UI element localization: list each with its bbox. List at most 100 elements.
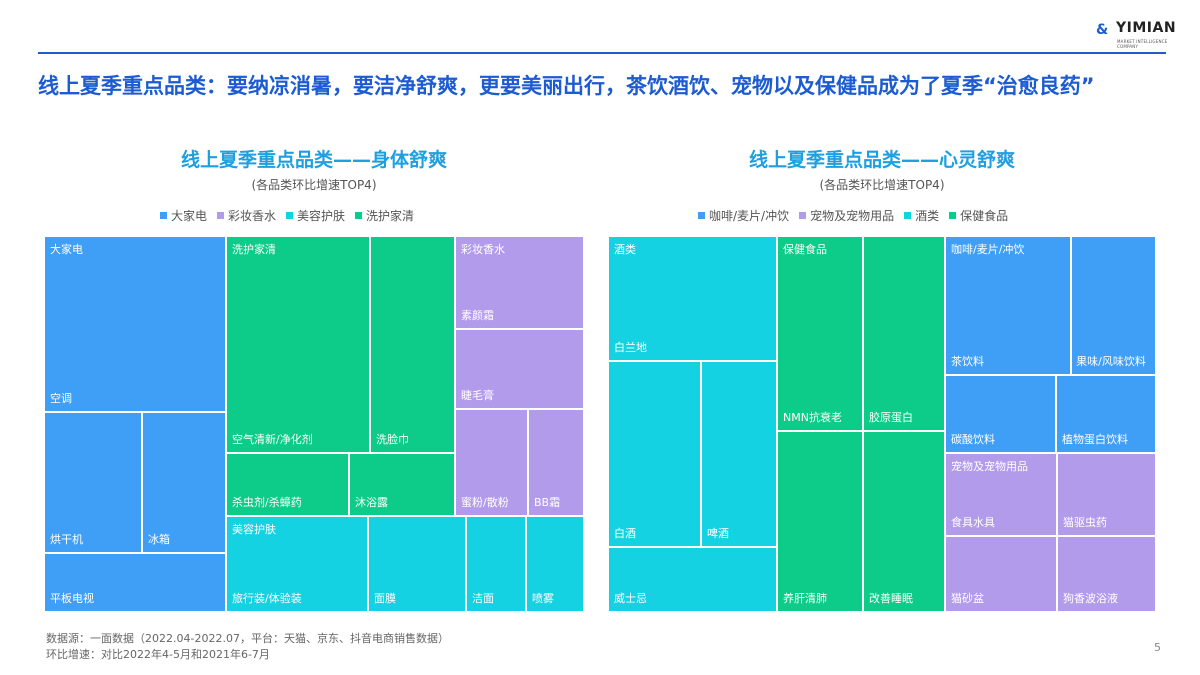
tile-label: 洗脸巾 xyxy=(376,433,409,446)
tile-label: 杀虫剂/杀蟑药 xyxy=(232,496,302,509)
tile-label: 啤酒 xyxy=(707,527,729,540)
treemap-tile: 猫驱虫药 xyxy=(1057,453,1156,536)
group-label: 宠物及宠物用品 xyxy=(951,460,1028,473)
chart-title-body: 线上夏季重点品类——身体舒爽 xyxy=(180,149,447,171)
tile-label: 白酒 xyxy=(614,527,636,540)
treemap-tile: 宠物及宠物用品 食具水具 xyxy=(945,453,1057,536)
logo-subtext: MARKET INTELLIGENCE COMPANY xyxy=(1117,39,1168,49)
tile-label: BB霜 xyxy=(534,496,561,509)
treemap-tile: 狗香波浴液 xyxy=(1057,536,1156,612)
treemap-tile: 杀虫剂/杀蟑药 xyxy=(226,453,349,516)
treemap-tile: 睫毛膏 xyxy=(455,329,584,409)
legend-swatch xyxy=(217,212,225,219)
tile-label: 冰箱 xyxy=(148,533,170,546)
group-label: 彩妆香水 xyxy=(461,243,505,256)
legend-swatch xyxy=(160,212,167,219)
tile-label: 胶原蛋白 xyxy=(869,411,913,424)
legend-swatch xyxy=(949,212,957,219)
legend-label: 美容护肤 xyxy=(297,209,346,223)
tile-label: 空调 xyxy=(50,392,72,405)
tile-label: 旅行装/体验装 xyxy=(232,592,302,605)
tile-label: 喷雾 xyxy=(532,592,554,605)
tile-label: 改善睡眠 xyxy=(869,592,913,605)
treemap-tile: 酒类 白兰地 xyxy=(608,236,777,361)
tile-label: 沐浴露 xyxy=(355,496,388,509)
treemap-tile: 烘干机 xyxy=(44,412,142,553)
tile-label: 养肝清肺 xyxy=(783,592,827,605)
tile-label: 碳酸饮料 xyxy=(951,433,995,446)
legend-swatch xyxy=(904,212,912,219)
legend-item: 美容护肤 xyxy=(286,207,345,224)
treemap-tile: 冰箱 xyxy=(142,412,226,553)
treemap-tile: 威士忌 xyxy=(608,547,777,612)
legend-label: 宠物及宠物用品 xyxy=(810,209,895,223)
page-number: 5 xyxy=(1154,641,1161,654)
tile-label: 猫砂盆 xyxy=(951,592,984,605)
page-headline: 线上夏季重点品类：要纳凉消暑，要洁净舒爽，更要美丽出行，茶饮酒饮、宠物以及保健品… xyxy=(38,74,1095,98)
treemap-tile: 猫砂盆 xyxy=(945,536,1057,612)
tile-label: 蜜粉/散粉 xyxy=(461,496,509,509)
legend-label: 大家电 xyxy=(171,209,208,223)
group-label: 保健食品 xyxy=(783,243,827,256)
header-rule xyxy=(38,52,1166,54)
treemap-tile: 保健食品 NMN抗衰老 xyxy=(777,236,863,431)
treemap-tile: 美容护肤 旅行装/体验装 xyxy=(226,516,368,612)
tile-label: 植物蛋白饮料 xyxy=(1062,433,1128,446)
tile-label: 狗香波浴液 xyxy=(1063,592,1118,605)
chart-subtitle-body: (各品类环比增速TOP4) xyxy=(251,178,377,192)
treemap-tile: 大家电 空调 xyxy=(44,236,226,412)
treemap-tile: 植物蛋白饮料 xyxy=(1056,375,1156,453)
legend-item: 保健食品 xyxy=(949,207,1008,224)
treemap-tile: 平板电视 xyxy=(44,553,226,612)
legend-item: 酒类 xyxy=(904,207,939,224)
legend-swatch xyxy=(799,212,807,219)
tile-label: 茶饮料 xyxy=(951,355,984,368)
treemap-tile: 啤酒 xyxy=(701,361,777,547)
legend-item: 洗护家清 xyxy=(355,207,414,224)
logo-text: YIMIAN xyxy=(1116,20,1177,36)
legend-label: 彩妆香水 xyxy=(228,209,277,223)
tile-label: 白兰地 xyxy=(614,341,647,354)
legend-label: 保健食品 xyxy=(960,209,1009,223)
yimian-logo: & YIMIAN MARKET INTELLIGENCE COMPANY xyxy=(1096,8,1176,49)
legend-item: 大家电 xyxy=(160,207,207,224)
treemap-tile: 果味/风味饮料 xyxy=(1071,236,1156,375)
treemap-tile: BB霜 xyxy=(528,409,584,516)
legend-label: 咖啡/麦片/冲饮 xyxy=(709,209,790,223)
legend-label: 酒类 xyxy=(915,209,940,223)
treemap-tile: 沐浴露 xyxy=(349,453,455,516)
group-label: 洗护家清 xyxy=(232,243,276,256)
treemap-tile: 白酒 xyxy=(608,361,701,547)
treemap-mind: 酒类 白兰地 白酒 啤酒 威士忌 保健食品 NMN抗衰老 胶原蛋白 养肝清肺 改… xyxy=(608,236,1156,612)
tile-label: 睫毛膏 xyxy=(461,389,494,402)
legend-label: 洗护家清 xyxy=(366,209,415,223)
treemap-tile: 碳酸饮料 xyxy=(945,375,1056,453)
treemap-tile: 洁面 xyxy=(466,516,526,612)
group-label: 大家电 xyxy=(50,243,83,256)
treemap-tile: 彩妆香水 素颜霜 xyxy=(455,236,584,329)
treemap-tile: 洗护家清 空气清新/净化剂 xyxy=(226,236,370,453)
footnote-growth: 环比增速：对比2022年4-5月和2021年6-7月 xyxy=(46,648,270,661)
tile-label: 猫驱虫药 xyxy=(1063,516,1107,529)
legend-item: 彩妆香水 xyxy=(217,207,276,224)
legend-swatch xyxy=(355,212,363,219)
logo-mark-icon: & xyxy=(1096,22,1109,38)
treemap-tile: 蜜粉/散粉 xyxy=(455,409,528,516)
legend-body: 大家电 彩妆香水 美容护肤 洗护家清 xyxy=(160,207,414,224)
tile-label: 烘干机 xyxy=(50,533,83,546)
treemap-tile: 咖啡/麦片/冲饮 茶饮料 xyxy=(945,236,1071,375)
tile-label: 空气清新/净化剂 xyxy=(232,433,313,446)
chart-title-mind: 线上夏季重点品类——心灵舒爽 xyxy=(748,149,1015,171)
treemap-tile: 胶原蛋白 xyxy=(863,236,945,431)
tile-label: 威士忌 xyxy=(614,592,647,605)
legend-swatch xyxy=(698,212,705,219)
treemap-tile: 洗脸巾 xyxy=(370,236,455,453)
tile-label: 平板电视 xyxy=(50,592,94,605)
legend-item: 宠物及宠物用品 xyxy=(799,207,894,224)
group-label: 酒类 xyxy=(614,243,636,256)
chart-subtitle-mind: (各品类环比增速TOP4) xyxy=(819,178,945,192)
tile-label: 果味/风味饮料 xyxy=(1076,355,1146,368)
tile-label: 洁面 xyxy=(472,592,494,605)
legend-item: 咖啡/麦片/冲饮 xyxy=(698,207,789,224)
tile-label: 素颜霜 xyxy=(461,309,494,322)
